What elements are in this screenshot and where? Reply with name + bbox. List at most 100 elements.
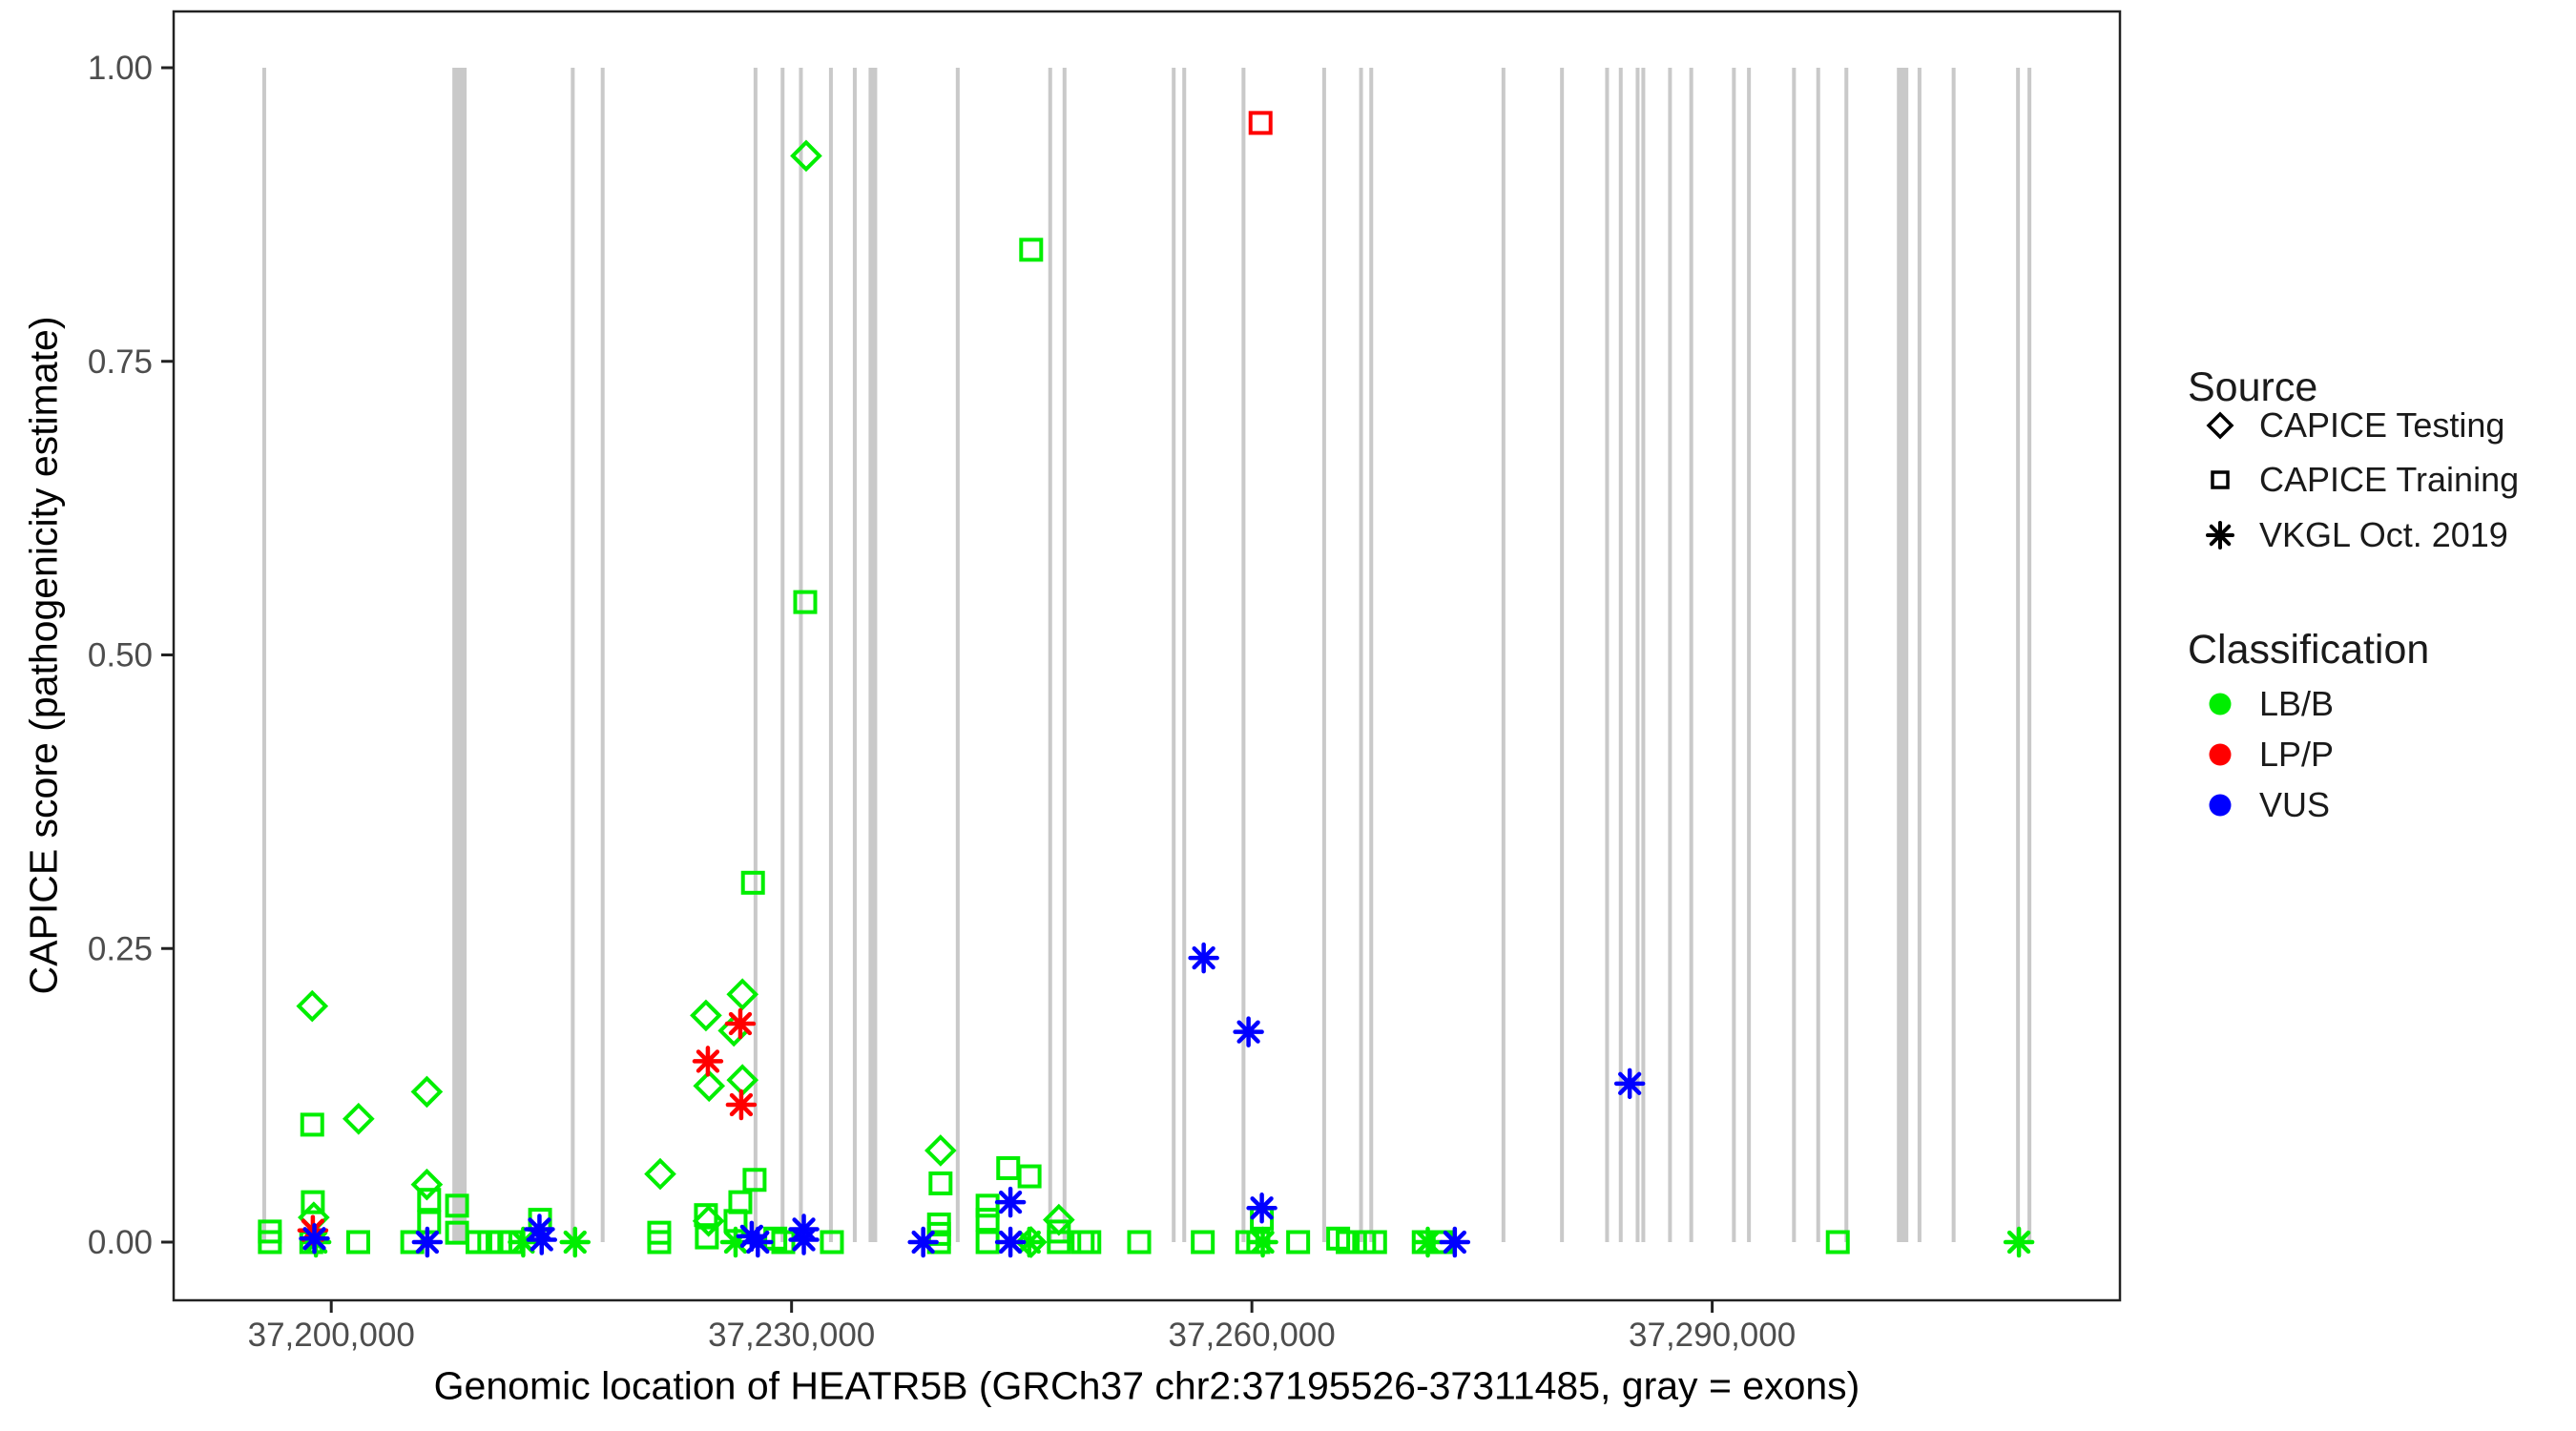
exon-bar	[1182, 68, 1187, 1242]
data-point-square	[695, 1225, 719, 1250]
exon-bar	[780, 68, 785, 1242]
data-point-square	[1070, 1230, 1095, 1255]
data-point-square	[346, 1230, 371, 1255]
data-point-square	[1019, 238, 1044, 262]
data-point-square	[1017, 1164, 1042, 1189]
exon-bar	[2027, 68, 2032, 1242]
data-point-asterisk	[559, 1226, 591, 1258]
exon-bar	[1635, 68, 1640, 1242]
data-point-square	[647, 1230, 672, 1255]
exon-bar	[1844, 68, 1849, 1242]
data-point-asterisk	[1247, 1226, 1278, 1258]
y-tick-label: 0.25	[88, 930, 153, 967]
exon-bar	[1501, 68, 1506, 1242]
exon-bar	[1689, 68, 1693, 1242]
legend-classification-title: Classification	[2188, 627, 2430, 673]
exon-bar	[261, 68, 266, 1242]
exon-bar	[868, 68, 878, 1242]
lpp-dot-icon	[2209, 743, 2232, 766]
exon-bar	[1359, 68, 1363, 1242]
data-point-diamond	[342, 1102, 375, 1135]
exon-bar	[1641, 68, 1646, 1242]
exon-bar	[1172, 68, 1176, 1242]
data-point-square	[417, 1188, 442, 1213]
legend-item-lbb: LB/B	[2194, 682, 2334, 726]
legend-item-capice-training: CAPICE Training	[2194, 458, 2519, 502]
y-tick-label: 0.50	[88, 637, 153, 674]
exon-bar	[452, 68, 467, 1242]
data-point-asterisk	[724, 1007, 757, 1040]
data-point-asterisk	[994, 1186, 1027, 1218]
data-point-diamond	[644, 1157, 676, 1191]
legend-source-title: Source	[2188, 364, 2318, 410]
exon-bar	[571, 68, 575, 1242]
y-tick-label: 0.75	[88, 343, 153, 381]
exon-bar	[828, 68, 833, 1242]
exon-bar	[799, 68, 803, 1242]
data-point-diamond	[924, 1134, 957, 1167]
data-point-asterisk	[508, 1226, 539, 1258]
data-point-asterisk	[1246, 1192, 1278, 1224]
data-point-square	[820, 1230, 844, 1255]
lbb-dot-icon	[2209, 693, 2232, 716]
exon-bar	[1618, 68, 1623, 1242]
data-point-diamond	[410, 1075, 444, 1109]
legend-item-label: LP/P	[2259, 735, 2335, 774]
diamond-icon	[2206, 411, 2234, 440]
data-point-asterisk	[1233, 1016, 1264, 1047]
x-axis-title: Genomic location of HEATR5B (GRCh37 chr2…	[433, 1363, 1860, 1408]
data-point-square	[793, 590, 818, 614]
exon-bar	[1062, 68, 1067, 1242]
data-point-asterisk	[1412, 1226, 1444, 1258]
data-point-diamond	[726, 1064, 759, 1096]
x-tick-label: 37,290,000	[1629, 1317, 1796, 1354]
legend-item-capice-testing: CAPICE Testing	[2194, 404, 2504, 447]
legend-item-vus: VUS	[2194, 783, 2330, 827]
data-point-diamond	[726, 978, 759, 1011]
data-point-square	[1191, 1230, 1215, 1255]
exon-bar	[1560, 68, 1565, 1242]
data-point-diamond	[410, 1168, 444, 1201]
y-axis-title: CAPICE score (pathogenicity estimate)	[21, 316, 66, 995]
x-tick-label: 37,200,000	[248, 1317, 415, 1354]
data-point-asterisk	[299, 1223, 330, 1255]
data-point-square	[300, 1112, 324, 1137]
data-point-square	[445, 1193, 469, 1218]
data-point-diamond	[1042, 1203, 1075, 1236]
y-tick-label: 1.00	[88, 50, 153, 87]
data-point-asterisk	[1439, 1226, 1471, 1258]
data-point-asterisk	[788, 1224, 820, 1255]
data-point-asterisk	[1613, 1068, 1646, 1100]
exon-bar	[1241, 68, 1246, 1242]
data-point-square	[1127, 1230, 1152, 1255]
data-point-square	[975, 1208, 1000, 1233]
data-point-asterisk	[692, 1046, 724, 1077]
data-point-asterisk	[994, 1226, 1027, 1258]
data-point-asterisk	[1188, 942, 1219, 974]
data-point-square	[1077, 1230, 1102, 1255]
vus-dot-icon	[2209, 794, 2232, 817]
exon-bar	[1816, 68, 1820, 1242]
exon-bar	[753, 68, 758, 1242]
data-point-square	[928, 1171, 953, 1195]
legend-item-label: CAPICE Testing	[2259, 405, 2505, 445]
exon-bar	[1605, 68, 1610, 1242]
exon-bar	[852, 68, 857, 1242]
data-point-diamond	[692, 1205, 725, 1237]
exon-bar	[1951, 68, 1956, 1242]
data-point-square	[1286, 1230, 1311, 1255]
data-point-square	[1336, 1230, 1361, 1255]
data-point-square	[996, 1155, 1021, 1180]
exon-bar	[1369, 68, 1374, 1242]
data-point-diamond	[690, 999, 722, 1032]
exon-bar	[1917, 68, 1922, 1242]
data-point-square	[1362, 1230, 1387, 1255]
legend-item-label: LB/B	[2259, 684, 2335, 723]
data-point-square	[975, 1230, 1000, 1255]
exon-bar	[1792, 68, 1797, 1242]
exon-bar	[1668, 68, 1672, 1242]
data-point-diamond	[296, 989, 329, 1023]
exon-bar	[1747, 68, 1752, 1242]
